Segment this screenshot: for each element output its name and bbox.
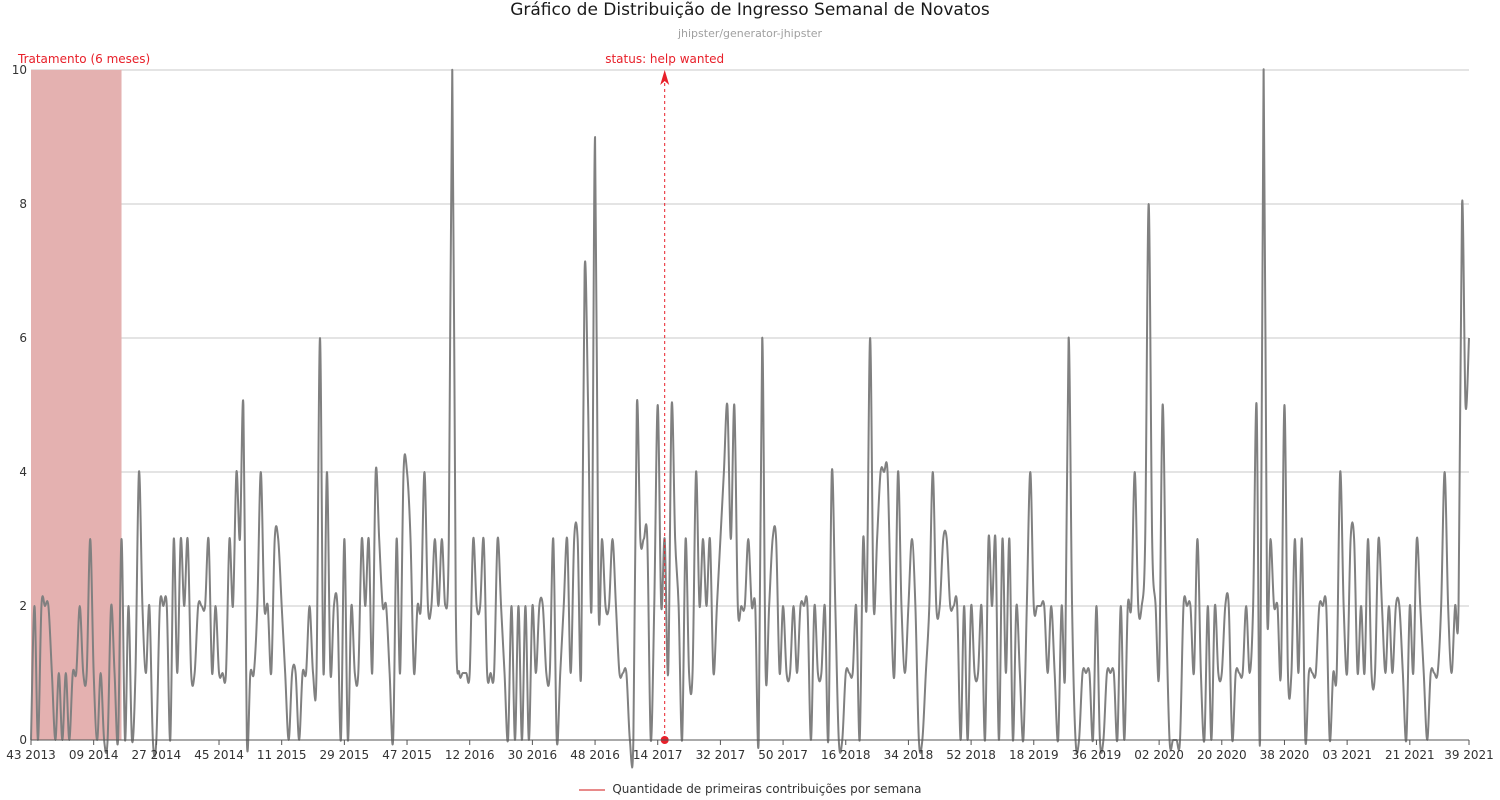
x-tick-label: 11 2015: [257, 748, 307, 762]
y-tick-label: 10: [12, 63, 27, 77]
y-tick-label: 8: [19, 197, 27, 211]
x-tick-label: 12 2016: [445, 748, 495, 762]
x-tick-label: 45 2014: [194, 748, 244, 762]
x-tick-label: 36 2019: [1072, 748, 1122, 762]
x-tick-label: 52 2018: [946, 748, 996, 762]
x-tick-label: 39 2021: [1444, 748, 1494, 762]
x-tick-label: 32 2017: [696, 748, 746, 762]
x-tick-label: 30 2016: [508, 748, 558, 762]
x-tick-label: 16 2018: [821, 748, 871, 762]
x-tick-label: 48 2016: [570, 748, 620, 762]
x-tick-label: 21 2021: [1385, 748, 1435, 762]
event-label: status: help wanted: [605, 52, 724, 66]
event-marker: status: help wanted: [605, 52, 724, 744]
x-tick-label: 34 2018: [884, 748, 934, 762]
x-tick-label: 09 2014: [69, 748, 119, 762]
series-line: [30, 68, 1470, 769]
axes: 0 2 4 6 8 10 43 2013 09 2014 27 2014 45 2014 11 20…: [6, 63, 1494, 762]
x-tick-label: 20 2020: [1197, 748, 1247, 762]
legend-label: Quantidade de primeiras contribuições po…: [612, 782, 922, 796]
x-tick-label: 43 2013: [6, 748, 56, 762]
chart-title: Gráfico de Distribuição de Ingresso Sema…: [510, 0, 990, 20]
x-tick-label: 50 2017: [758, 748, 808, 762]
treatment-label: Tratamento (6 meses): [17, 52, 150, 66]
y-tick-label: 0: [19, 733, 27, 747]
x-tick-label: 27 2014: [132, 748, 182, 762]
x-tick-label: 03 2021: [1322, 748, 1372, 762]
event-arrow-head: [660, 70, 670, 85]
x-tick-label: 14 2017: [633, 748, 683, 762]
y-tick-label: 2: [19, 599, 27, 613]
treatment-band: [31, 70, 122, 740]
chart-subtitle: jhipster/generator-jhipster: [677, 27, 823, 40]
x-tick-label: 18 2019: [1009, 748, 1059, 762]
x-tick-label: 38 2020: [1260, 748, 1310, 762]
treatment-region: Tratamento (6 meses): [17, 52, 150, 740]
y-tick-label: 4: [19, 465, 27, 479]
legend-swatch: [578, 788, 605, 791]
y-tick-label: 6: [19, 331, 27, 345]
x-tick-label: 29 2015: [320, 748, 370, 762]
legend: Quantidade de primeiras contribuições po…: [0, 782, 1500, 796]
x-tick-label: 47 2015: [382, 748, 432, 762]
x-tick-label: 02 2020: [1134, 748, 1184, 762]
series-layer: [30, 68, 1470, 769]
